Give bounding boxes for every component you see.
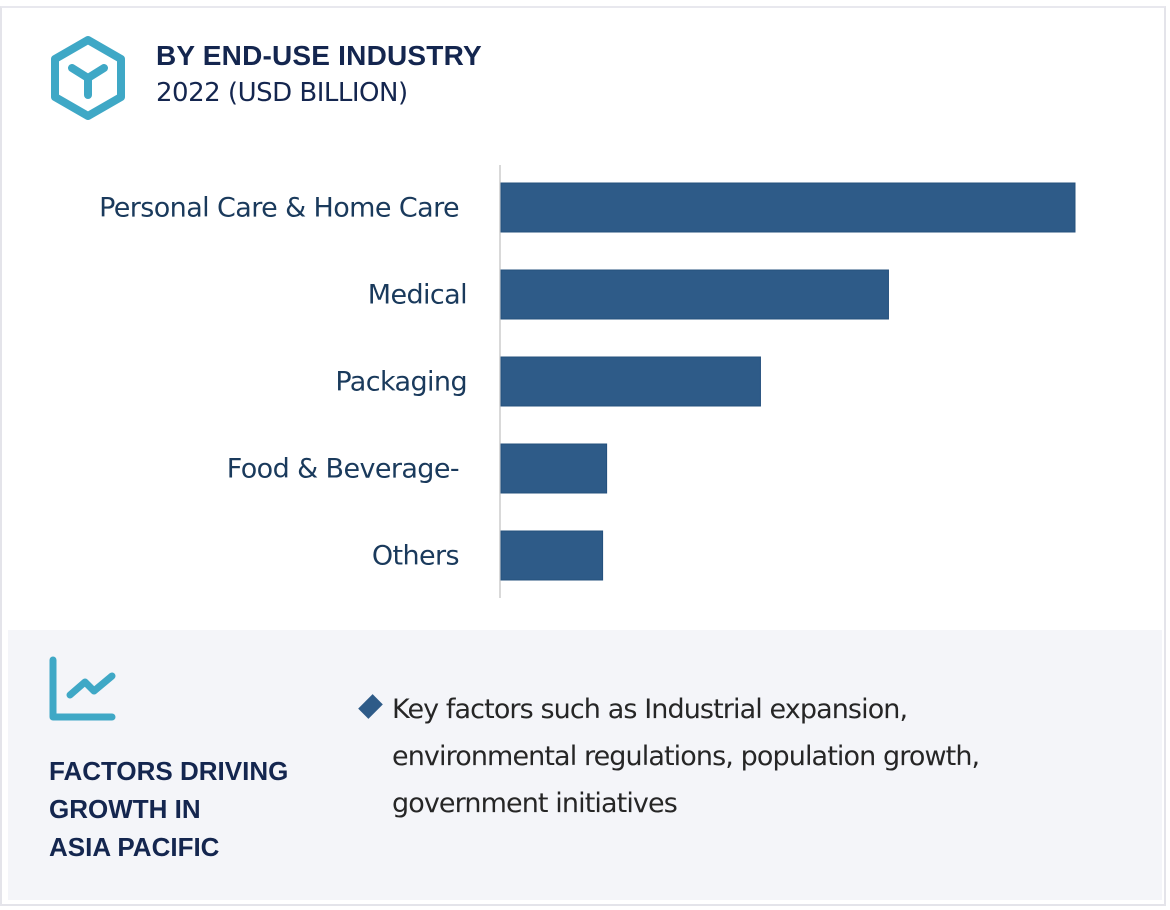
factors-panel <box>8 630 1162 900</box>
factor-bullet-line: Key factors such as Industrial expansion… <box>392 694 908 725</box>
bar-others <box>500 530 604 581</box>
category-label: Medical <box>368 280 467 311</box>
factor-bullet-text: Key factors such as Industrial expansion… <box>392 686 1082 827</box>
line-chart-icon <box>49 656 116 721</box>
factor-bullet-line: government initiatives <box>392 788 678 819</box>
bar-packaging <box>500 356 761 407</box>
factors-title-line: ASIA PACIFIC <box>49 832 220 862</box>
category-label: Food & Beverage- <box>227 454 459 485</box>
hexagon-y-icon <box>51 36 125 120</box>
chart-subtitle: 2022 (USD BILLION) <box>156 78 408 108</box>
category-label: Packaging <box>335 367 467 398</box>
bar-food-beverage <box>500 443 608 494</box>
bar-personal-care-home-care <box>500 182 1076 233</box>
bar-chart: Personal Care & Home Care Medical Packagin… <box>99 165 1076 598</box>
chart-title: BY END-USE INDUSTRY <box>156 40 482 71</box>
factors-title-line: GROWTH IN <box>49 794 201 824</box>
category-label: Personal Care & Home Care <box>99 193 459 224</box>
category-label: Others <box>372 541 459 572</box>
factors-title: FACTORS DRIVING GROWTH IN ASIA PACIFIC <box>49 752 329 866</box>
factor-bullet-line: environmental regulations, population gr… <box>392 741 980 772</box>
factors-title-line: FACTORS DRIVING <box>49 756 289 786</box>
bar-medical <box>500 269 889 320</box>
